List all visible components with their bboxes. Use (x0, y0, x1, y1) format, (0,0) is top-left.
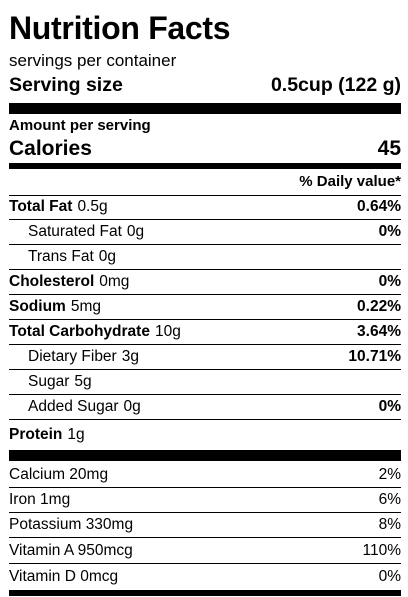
nutrient-name: Sodium (9, 298, 66, 315)
nutrient-name: Trans Fat (28, 248, 94, 265)
nutrient-row-protein: Protein 1g (9, 422, 401, 447)
vitamin-name: Potassium (9, 516, 82, 533)
vitamin-row-vitamin-a: Vitamin A 950mcg 110% (9, 539, 401, 564)
vitamin-name: Vitamin D (9, 567, 76, 585)
nutrient-row-sodium: Sodium 5mg 0.22% (9, 295, 401, 320)
nutrient-amount: 1g (67, 425, 85, 443)
nutrient-name: Cholesterol (9, 273, 95, 290)
nutrient-row-total-fat: Total Fat 0.5g 0.64% (9, 195, 401, 220)
vitamin-daily-value: 110% (362, 542, 402, 559)
nutrient-daily-value: 0% (378, 273, 401, 290)
vitamin-name: Iron (9, 491, 36, 508)
nutrient-row-added-sugar: Added Sugar 0g 0% (9, 395, 401, 420)
vitamin-row-calcium: Calcium 20mg 2% (9, 463, 401, 488)
nutrient-row-trans-fat: Trans Fat 0g (9, 245, 401, 270)
vitamin-amount: 20mg (69, 466, 109, 483)
serving-size-value: 0.5cup (122 g) (270, 74, 401, 96)
nutrient-amount: 0mg (99, 273, 130, 290)
nutrient-name: Saturated Fat (28, 223, 122, 240)
nutrient-amount: 5mg (70, 298, 101, 315)
vitamin-daily-value: 2% (378, 466, 401, 483)
vitamin-amount: 1mg (40, 491, 71, 508)
thick-divider (9, 450, 401, 461)
nutrient-name: Total Fat (9, 198, 73, 215)
nutrient-row-dietary-fiber: Dietary Fiber 3g 10.71% (9, 345, 401, 370)
vitamin-amount: 330mg (85, 516, 134, 533)
vitamin-row-potassium: Potassium 330mg 8% (9, 513, 401, 538)
serving-size-label: Serving size (9, 74, 123, 96)
nutrient-daily-value: 0% (378, 223, 401, 240)
nutrient-name: Added Sugar (28, 398, 119, 415)
nutrient-amount: 0g (98, 248, 116, 265)
nutrient-row-saturated-fat: Saturated Fat 0g 0% (9, 220, 401, 245)
nutrient-amount: 0g (123, 398, 141, 415)
vitamin-daily-value: 6% (378, 491, 401, 508)
nutrient-amount: 10g (154, 323, 181, 340)
servings-per-container: servings per container (9, 51, 177, 70)
nutrient-daily-value: 0.64% (357, 198, 401, 215)
vitamin-daily-value: 8% (378, 516, 401, 533)
calories-label: Calories (9, 137, 92, 160)
vitamin-daily-value: 0% (378, 567, 401, 585)
vitamin-row-iron: Iron 1mg 6% (9, 488, 401, 513)
vitamin-name: Vitamin A (9, 542, 74, 559)
nutrient-name: Dietary Fiber (28, 348, 117, 365)
nutrient-daily-value: 0% (378, 398, 401, 415)
calories-value: 45 (377, 137, 401, 160)
vitamin-name: Calcium (9, 466, 65, 483)
nutrition-facts-label: Nutrition Facts servings per container S… (9, 0, 401, 597)
nutrient-daily-value: 10.71% (348, 348, 401, 365)
nutrient-amount: 5g (74, 373, 92, 390)
daily-value-header: % Daily value* (299, 173, 401, 190)
nutrient-amount: 0g (126, 223, 145, 240)
nutrient-amount: 3g (121, 348, 139, 365)
vitamin-amount: 0mcg (80, 567, 119, 585)
nutrient-row-sugar: Sugar 5g (9, 370, 401, 395)
bottom-divider (9, 590, 401, 596)
nutrient-name: Sugar (28, 373, 70, 390)
nutrient-daily-value: 3.64% (357, 323, 401, 340)
nutrient-row-total-carbohydrate: Total Carbohydrate 10g 3.64% (9, 320, 401, 345)
serving-size-row: Serving size 0.5cup (122 g) (9, 73, 401, 97)
nutrient-amount: 0.5g (77, 198, 108, 215)
vitamin-amount: 950mcg (77, 542, 133, 559)
label-title: Nutrition Facts (9, 10, 231, 46)
calories-row: Calories 45 (9, 136, 401, 162)
nutrient-name: Protein (9, 425, 63, 443)
thin-divider (9, 195, 401, 196)
vitamin-row-vitamin-d: Vitamin D 0mcg 0% (9, 564, 401, 589)
medium-divider (9, 163, 401, 169)
thick-divider (9, 103, 401, 114)
nutrient-name: Total Carbohydrate (9, 323, 150, 340)
nutrient-row-cholesterol: Cholesterol 0mg 0% (9, 270, 401, 295)
nutrient-daily-value: 0.22% (357, 298, 401, 315)
amount-per-serving: Amount per serving (9, 117, 151, 134)
